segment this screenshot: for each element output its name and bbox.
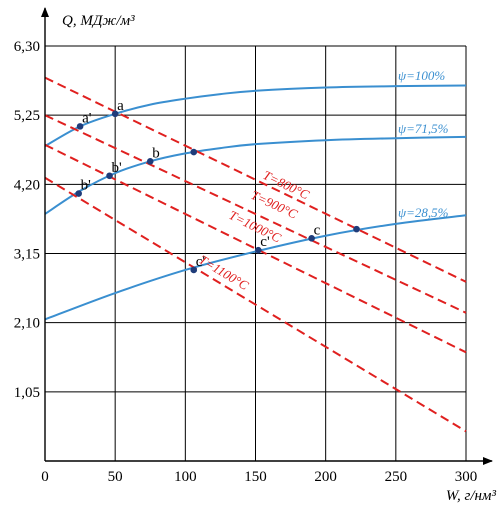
y-tick-label: 4,20 xyxy=(14,177,40,193)
intersection-point xyxy=(146,157,154,165)
point-label: a xyxy=(117,98,124,114)
x-tick-label: 150 xyxy=(244,469,267,485)
intersection-point xyxy=(75,190,82,197)
series-labels: ψ=100%ψ=71,5%ψ=28,5%T=800°CT=900°CT=1000… xyxy=(196,68,448,293)
x-tick-label: 300 xyxy=(455,469,478,485)
intersection-point xyxy=(190,148,198,156)
intersection-point xyxy=(111,110,119,118)
point-label: a' xyxy=(82,110,92,126)
intersection-point xyxy=(308,235,315,242)
y-tick-label: 2,10 xyxy=(14,316,40,332)
temperature-label: T=1100°C xyxy=(196,252,251,293)
x-tick-label: 50 xyxy=(108,469,123,485)
intersection-point xyxy=(106,172,113,180)
y-tick-label: 5,25 xyxy=(14,108,40,124)
point-label: c' xyxy=(260,234,270,250)
x-tick-label: 250 xyxy=(385,469,408,485)
psi-curve-label: ψ=28,5% xyxy=(398,205,449,220)
y-tick-label: 3,15 xyxy=(14,247,40,263)
psi-curve-1 xyxy=(44,135,467,215)
x-axis-title: W, г/нм³ xyxy=(446,488,497,504)
y-tick-label: 6,30 xyxy=(14,39,40,55)
point-label: c' xyxy=(196,254,206,270)
y-axis-title: Q, МДж/м³ xyxy=(62,13,135,29)
point-label: c xyxy=(314,222,321,238)
temperature-line-3 xyxy=(44,176,467,433)
intersection-point xyxy=(76,123,84,130)
intersection-point xyxy=(190,266,198,274)
point-label: b' xyxy=(81,178,92,194)
temperature-line-1 xyxy=(44,114,467,314)
point-label: b' xyxy=(112,160,123,176)
point-label: b xyxy=(152,145,160,161)
psi-curve-label: ψ=71,5% xyxy=(398,121,449,136)
psi-curve-label: ψ=100% xyxy=(398,68,445,83)
axes xyxy=(41,7,493,465)
intersection-point xyxy=(255,246,262,254)
x-tick-label: 0 xyxy=(41,469,49,485)
tick-labels: 0 50 100 150 200 250 300 1,05 2,10 3,15 4,20 5,25 6,… xyxy=(14,39,478,485)
y-tick-label: 1,05 xyxy=(14,385,40,401)
x-tick-label: 100 xyxy=(174,469,197,485)
psi-curve-0 xyxy=(44,84,467,147)
intersection-points: a a' b b' b' c c' c' xyxy=(75,98,360,274)
temperature-line-2 xyxy=(44,143,467,354)
x-tick-label: 200 xyxy=(314,469,337,485)
intersection-point xyxy=(353,225,360,233)
